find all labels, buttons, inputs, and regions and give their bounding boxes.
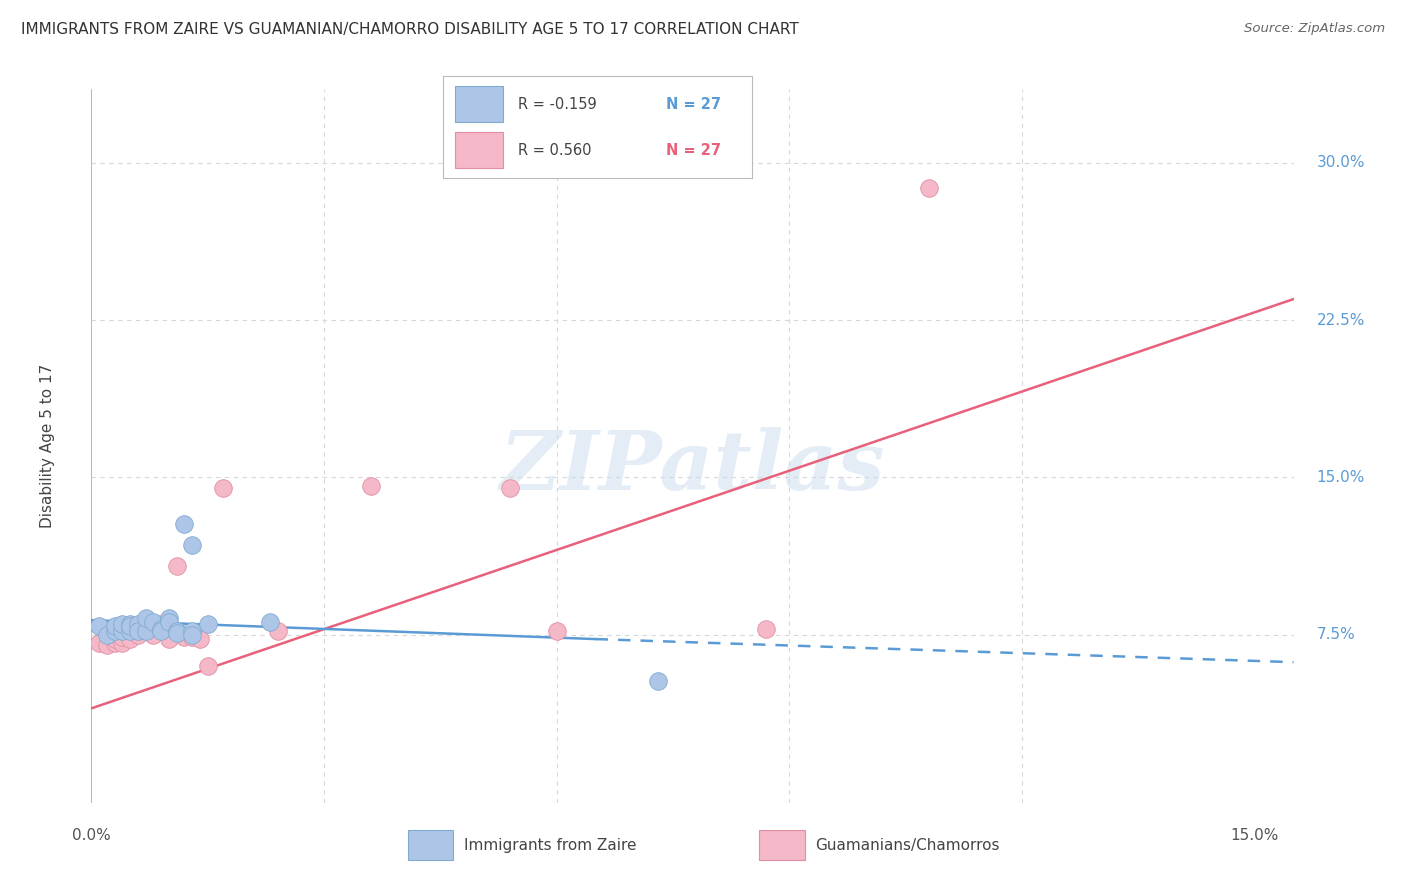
Point (266, 624, 288, 638)
Point (499, 481, 522, 495)
Text: 15.0%: 15.0% (1230, 828, 1279, 843)
Point (120, 624, 142, 638)
Text: ZIPatlas: ZIPatlas (499, 427, 886, 508)
Point (104, 624, 127, 638)
Text: 15.0%: 15.0% (1317, 470, 1365, 485)
Point (181, 628, 204, 642)
Point (188, 632, 211, 646)
Point (360, 479, 382, 493)
Point (111, 636, 134, 650)
Point (127, 617, 149, 632)
Point (127, 628, 149, 642)
Point (212, 481, 235, 495)
Point (181, 630, 204, 644)
Point (142, 615, 165, 630)
Bar (408, 830, 454, 860)
Text: Guamanians/Chamorros: Guamanians/Chamorros (815, 838, 1000, 853)
Point (104, 636, 127, 650)
Point (181, 624, 204, 638)
Point (111, 630, 134, 644)
Text: 0.0%: 0.0% (72, 828, 111, 843)
Text: R = 0.560: R = 0.560 (519, 143, 592, 158)
Point (197, 659, 219, 673)
Point (96, 628, 118, 642)
Point (120, 632, 142, 646)
Point (111, 624, 134, 638)
Point (181, 538, 204, 552)
Point (89, 636, 111, 650)
Point (150, 624, 173, 638)
Point (135, 624, 157, 638)
Point (259, 615, 281, 630)
Text: 30.0%: 30.0% (1317, 155, 1365, 170)
Point (755, 622, 778, 636)
Point (96, 639, 118, 653)
Point (150, 622, 173, 636)
Point (150, 617, 173, 632)
Point (142, 628, 165, 642)
Point (157, 628, 180, 642)
Point (197, 617, 219, 632)
Point (127, 622, 149, 636)
Point (546, 624, 568, 638)
Point (104, 632, 127, 646)
Text: N = 27: N = 27 (665, 96, 721, 112)
Bar (456, 87, 503, 122)
Point (173, 630, 195, 644)
Point (135, 622, 157, 636)
Text: IMMIGRANTS FROM ZAIRE VS GUAMANIAN/CHAMORRO DISABILITY AGE 5 TO 17 CORRELATION C: IMMIGRANTS FROM ZAIRE VS GUAMANIAN/CHAMO… (21, 22, 799, 37)
Point (135, 611, 157, 625)
Point (89, 619, 111, 633)
Point (166, 624, 188, 638)
Point (166, 625, 188, 640)
Point (104, 619, 127, 633)
Point (918, 181, 941, 195)
Text: N = 27: N = 27 (665, 143, 721, 158)
Point (166, 558, 188, 573)
Point (157, 632, 180, 646)
Text: Immigrants from Zaire: Immigrants from Zaire (464, 838, 637, 853)
Point (157, 611, 180, 625)
Point (120, 619, 142, 633)
Point (127, 624, 149, 638)
Text: 22.5%: 22.5% (1317, 312, 1365, 327)
Point (173, 516, 195, 531)
Bar (759, 830, 804, 860)
Point (157, 615, 180, 630)
Point (111, 617, 134, 632)
Text: 7.5%: 7.5% (1317, 627, 1355, 642)
Text: R = -0.159: R = -0.159 (519, 96, 598, 112)
Text: Source: ZipAtlas.com: Source: ZipAtlas.com (1244, 22, 1385, 36)
Point (120, 630, 142, 644)
Text: Disability Age 5 to 17: Disability Age 5 to 17 (41, 364, 55, 528)
Bar (456, 132, 503, 168)
Point (120, 617, 142, 632)
Point (647, 674, 669, 689)
